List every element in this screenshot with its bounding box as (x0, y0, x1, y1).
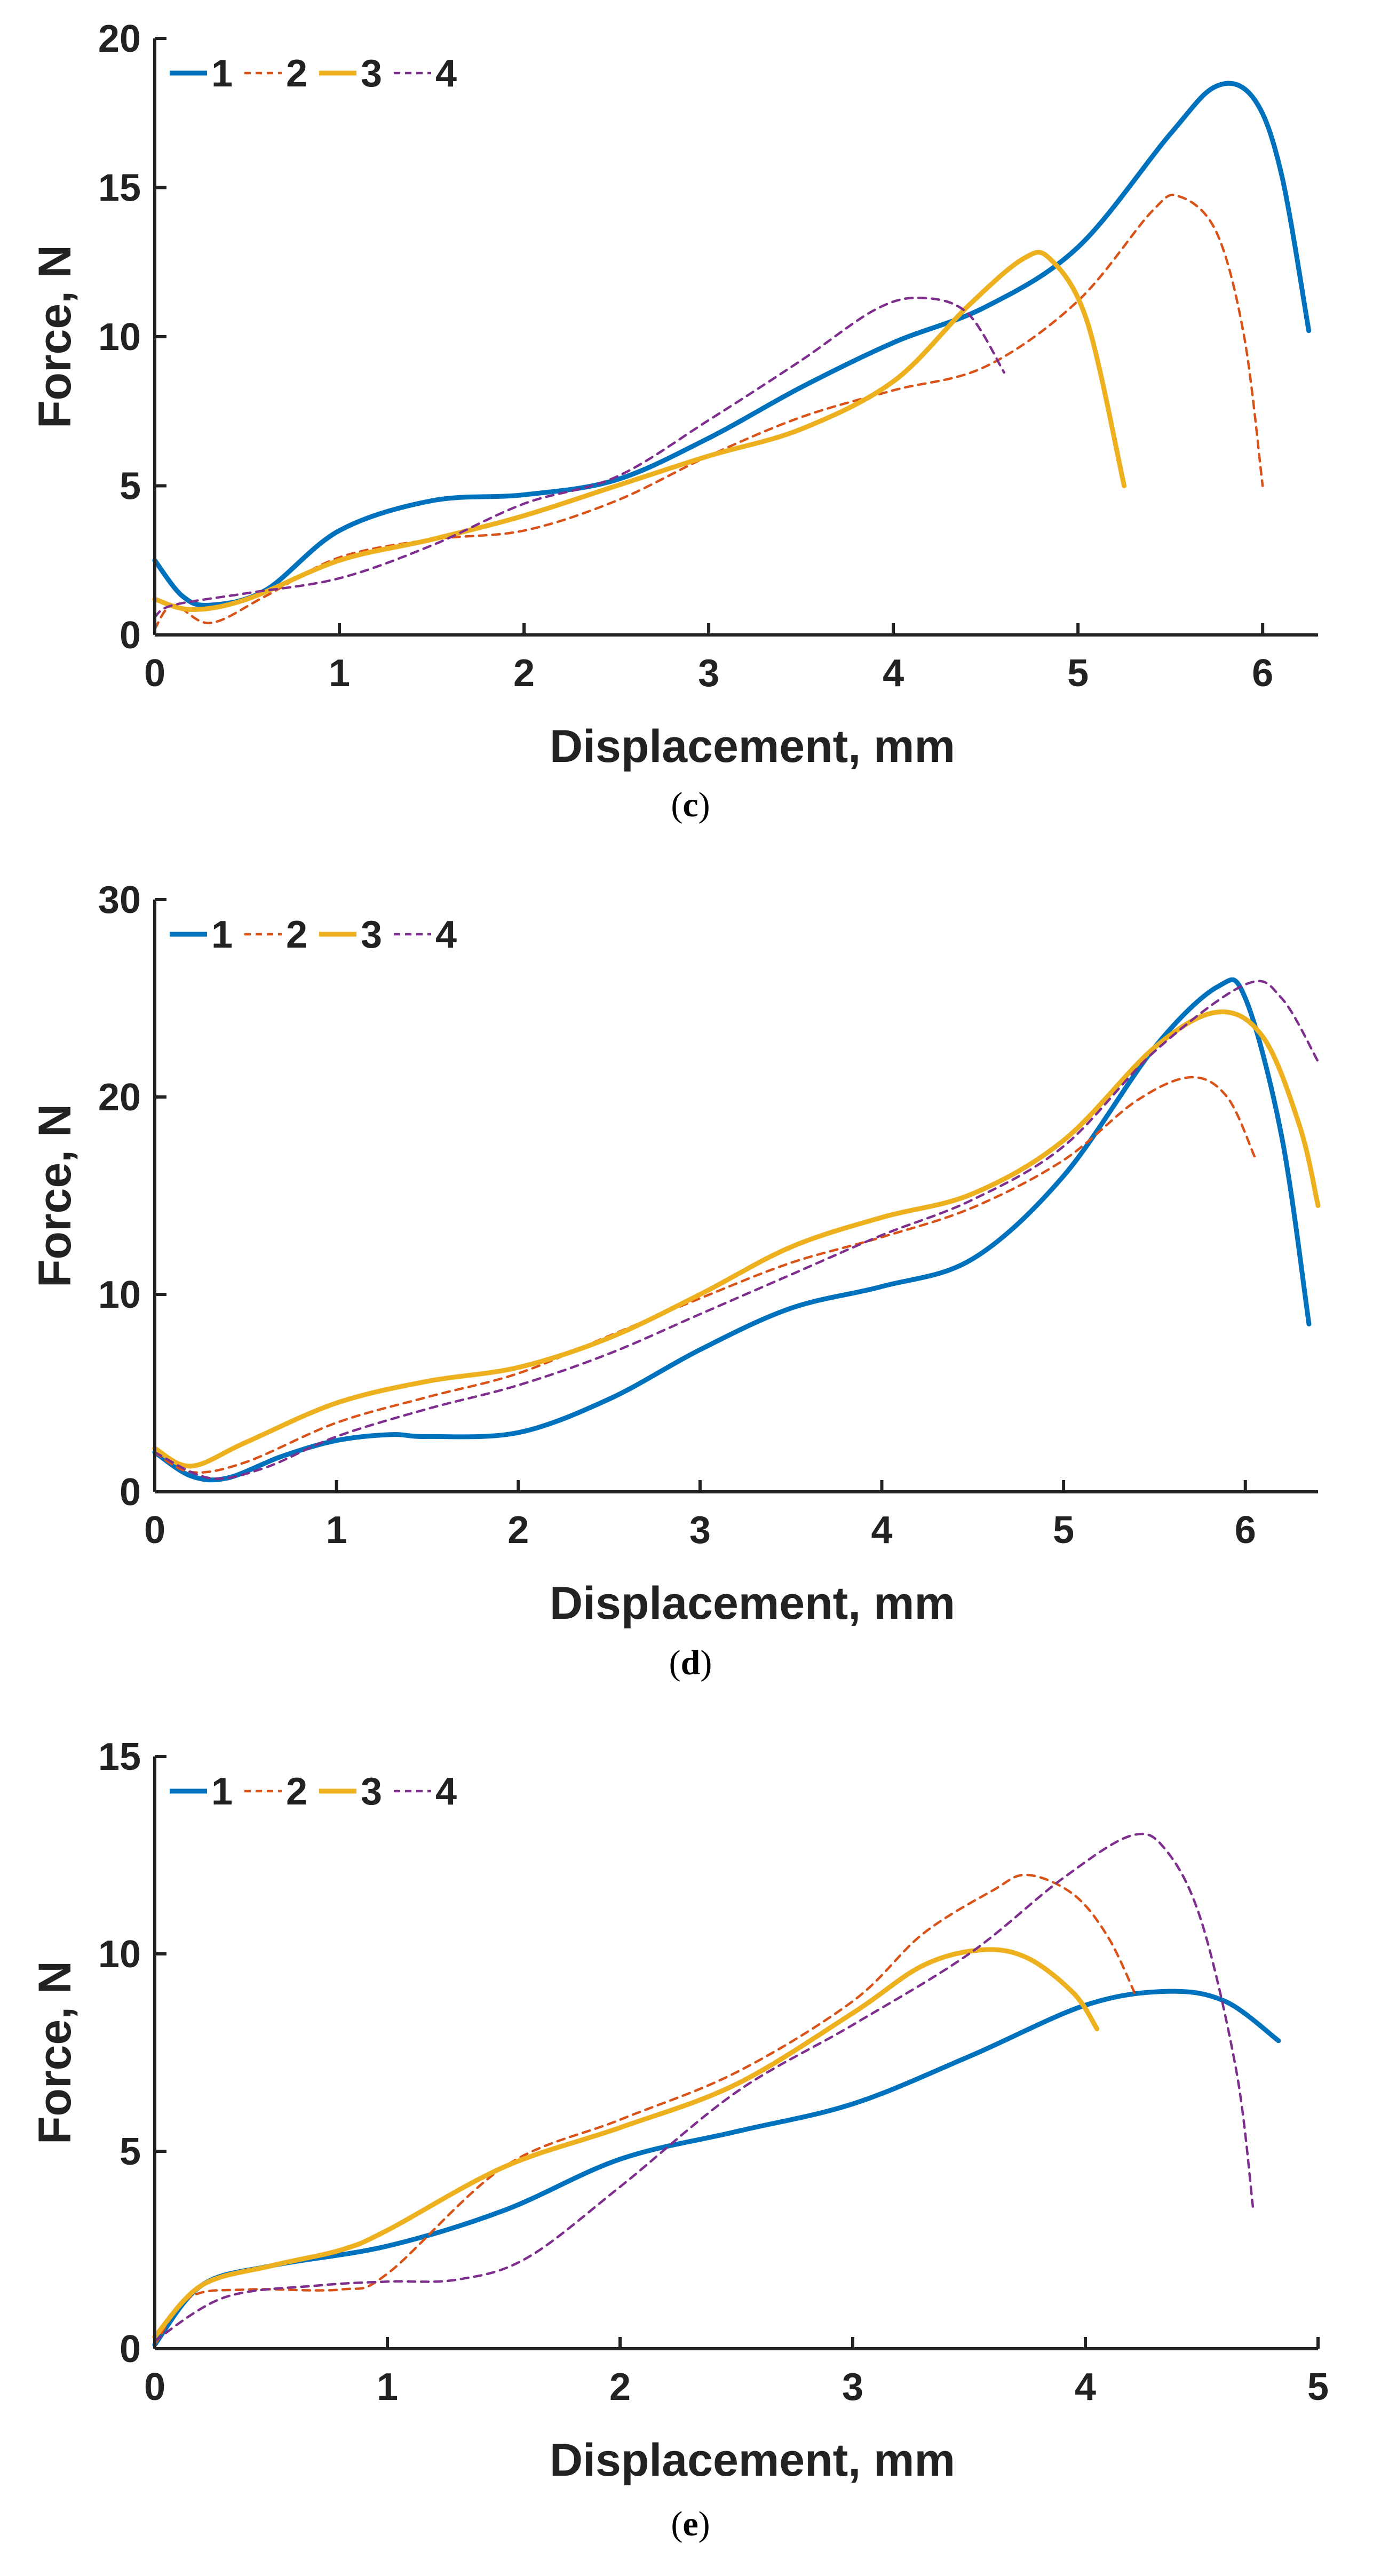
x-tick-label: 5 (1067, 652, 1089, 695)
series-2-line (153, 194, 1264, 631)
legend: 1 2 3 4 (170, 52, 457, 95)
x-tick-label: 3 (698, 652, 719, 695)
x-axis-title: Displacement, mm (550, 2435, 955, 2486)
series-3-line (152, 1009, 1321, 1469)
legend-label-3: 3 (361, 913, 382, 956)
legend-label-3: 3 (361, 52, 382, 95)
legend-label-4: 4 (435, 913, 457, 956)
series-3-line (152, 1947, 1100, 2340)
legend: 1 2 3 4 (170, 1770, 457, 1813)
panel-caption: (d) (669, 1643, 712, 1682)
series-4-line (153, 980, 1320, 1480)
legend-label-4: 4 (435, 52, 457, 95)
panel-caption: (c) (671, 785, 710, 824)
x-tick-label: 4 (883, 652, 904, 695)
x-tick-label: 6 (1235, 1509, 1256, 1552)
legend-label-2: 2 (286, 52, 307, 95)
x-tick-label: 0 (144, 1509, 165, 1552)
y-tick-label: 0 (120, 614, 141, 657)
y-axis-title: Force, N (29, 245, 81, 428)
legend-label-1: 1 (211, 913, 233, 956)
x-tick-label: 5 (1307, 2366, 1329, 2408)
x-tick-label: 0 (144, 2366, 165, 2408)
series-1-line (152, 81, 1312, 608)
x-axis-title: Displacement, mm (550, 1578, 955, 1629)
y-tick-label: 0 (120, 1471, 141, 1514)
x-tick-label: 3 (689, 1509, 711, 1552)
x-tick-label: 2 (507, 1509, 529, 1552)
y-tick-label: 5 (120, 2130, 141, 2173)
series-4-line (153, 1832, 1255, 2342)
y-tick-label: 20 (98, 18, 141, 60)
y-tick-label: 5 (120, 465, 141, 508)
x-tick-label: 5 (1053, 1509, 1074, 1552)
x-tick-label: 6 (1252, 652, 1273, 695)
legend-label-1: 1 (211, 1770, 233, 1813)
y-tick-label: 10 (98, 316, 141, 359)
x-tick-label: 1 (329, 652, 350, 695)
legend-label-2: 2 (286, 1770, 307, 1813)
y-tick-label: 10 (98, 1933, 141, 1976)
series-4-line (153, 296, 1005, 618)
series-2-line (153, 1873, 1138, 2346)
x-tick-label: 1 (326, 1509, 347, 1552)
x-tick-label: 4 (871, 1509, 892, 1552)
y-tick-label: 15 (98, 167, 141, 210)
x-tick-label: 3 (842, 2366, 863, 2408)
x-tick-label: 2 (609, 2366, 631, 2408)
legend-label-1: 1 (211, 52, 233, 95)
x-axis-title: Displacement, mm (550, 721, 955, 772)
y-tick-label: 30 (98, 879, 141, 921)
x-tick-label: 2 (513, 652, 535, 695)
x-tick-label: 1 (377, 2366, 398, 2408)
legend-label-3: 3 (361, 1770, 382, 1813)
legend-label-4: 4 (435, 1770, 457, 1813)
legend-label-2: 2 (286, 913, 307, 956)
y-axis-title: Force, N (29, 1961, 81, 2144)
series-1-line (152, 977, 1312, 1483)
y-tick-label: 20 (98, 1076, 141, 1119)
x-tick-label: 0 (144, 652, 165, 695)
chart-panel-d: 0 1 2 3 4 5 6 0 10 20 30 Displacement, mm Force, N 1 2… (29, 879, 1321, 1682)
legend: 1 2 3 4 (170, 913, 457, 956)
panel-caption: (e) (671, 2505, 710, 2543)
y-tick-label: 10 (98, 1274, 141, 1316)
chart-panel-c: 0 1 2 3 4 5 6 0 5 10 15 20 Displacement, mm Force, N 1… (29, 18, 1318, 824)
series-1-line (152, 1989, 1281, 2348)
chart-panel-e: 0 1 2 3 4 5 0 5 10 15 Displacement, mm Force, N 1 2 3 4… (29, 1736, 1329, 2543)
y-tick-label: 0 (120, 2328, 141, 2371)
series-2-line (153, 1076, 1256, 1474)
y-axis-title: Force, N (29, 1104, 81, 1287)
x-tick-label: 4 (1075, 2366, 1096, 2408)
series-3-line (152, 250, 1127, 612)
y-tick-label: 15 (98, 1736, 141, 1778)
